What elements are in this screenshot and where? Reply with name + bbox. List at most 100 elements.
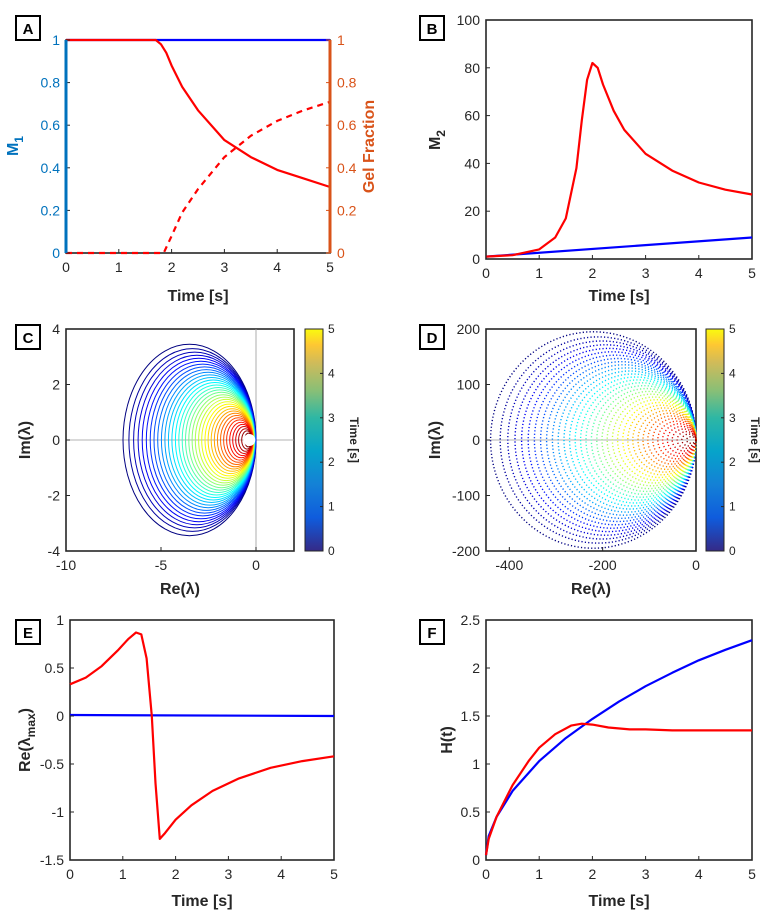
colorbar-label: Time [s] (748, 417, 762, 463)
colorbar (705, 328, 725, 552)
x-tick-label: 3 (221, 259, 229, 275)
y-tick-label: 0 (472, 251, 480, 267)
y-axis-label: H(t) (439, 726, 456, 754)
panel-c: -10 -5 0 -4 -2 0 2 4 Re(λ) Im(λ) 0 1 2 3 4 5 Time [s] C (15, 321, 361, 598)
panel-letter: D (427, 330, 438, 347)
x-axis-label: Time [s] (588, 893, 649, 910)
plot-content (485, 61, 753, 258)
x-axis-label: Time [s] (171, 893, 232, 910)
panel-letter-box (419, 324, 445, 350)
plot-area (69, 619, 335, 861)
colorbar-label: Time [s] (347, 417, 361, 463)
y-tick-label: 80 (464, 60, 480, 76)
eigenvalue-loop (685, 436, 697, 445)
y-tick-label: 200 (457, 321, 481, 337)
y-tick-label: 0.4 (41, 160, 61, 176)
right-y-tick-label: 0.2 (337, 202, 357, 218)
y-axis-label-sub: max (24, 713, 38, 737)
y-axis-label: Im(λ) (427, 421, 444, 459)
y-tick-label: 2.5 (461, 612, 481, 628)
x-tick-label: 1 (115, 259, 123, 275)
x-tick-label: 5 (326, 259, 334, 275)
panel-e: 0 1 2 3 4 5 -1.5 -1 -0.5 0 0.5 1 Time [s] Re(λmax) E (15, 612, 338, 910)
plot-area (485, 619, 753, 861)
x-axis-label: Time [s] (167, 288, 228, 305)
x-tick-label: 2 (168, 259, 176, 275)
right-y-tick-label: 0.8 (337, 75, 357, 91)
panel-letter-box (419, 15, 445, 41)
y-axis-label: M2 (427, 130, 448, 150)
x-axis-label: Time [s] (588, 288, 649, 305)
y-tick-label: -1 (52, 804, 65, 820)
y-tick-label: -1.5 (40, 852, 64, 868)
series-line (66, 100, 331, 255)
right-y-axis-label: Gel Fraction (361, 100, 378, 193)
x-tick-label: 0 (692, 557, 700, 573)
plot-area (485, 19, 753, 260)
y-axis-label-main: H(t) (439, 726, 456, 754)
panel-letter-box (15, 619, 41, 645)
colorbar-tick-label: 1 (328, 500, 335, 514)
y-axis-label: Re(λmax) (17, 708, 38, 772)
right-y-tick-label: 0.6 (337, 117, 357, 133)
y-tick-label: 4 (52, 321, 60, 337)
y-tick-label: 0.5 (461, 804, 481, 820)
x-tick-label: -5 (155, 557, 168, 573)
x-tick-label: 3 (225, 866, 233, 882)
colorbar-tick-label: 5 (729, 322, 736, 336)
x-tick-label: 5 (330, 866, 338, 882)
x-tick-label: 5 (748, 265, 756, 281)
colorbar-tick-label: 3 (328, 411, 335, 425)
y-tick-label: 1 (52, 32, 60, 48)
series-line (69, 631, 335, 841)
y-tick-label: -200 (452, 543, 480, 559)
y-tick-label: 20 (464, 203, 480, 219)
x-tick-label: 2 (172, 866, 180, 882)
y-axis-label-main: M (5, 143, 22, 156)
y-axis-label-sub: 1 (12, 136, 26, 143)
y-axis-label-main: Re(λ (17, 737, 34, 772)
y-tick-label: 0 (472, 852, 480, 868)
colorbar-tick-label: 1 (729, 500, 736, 514)
y-axis-label-sub: 2 (434, 130, 448, 137)
x-tick-label: 1 (535, 265, 543, 281)
y-tick-label: 0 (52, 432, 60, 448)
x-tick-label: -10 (56, 557, 76, 573)
y-tick-label: -100 (452, 488, 480, 504)
x-axis-label: Re(λ) (160, 581, 200, 598)
x-tick-label: 2 (589, 866, 597, 882)
panel-d: -400 -200 0 -200 -100 0 100 200 Re(λ) Im(λ) 0 1 2 3 4 5… (419, 321, 762, 598)
x-tick-label: -400 (495, 557, 523, 573)
colorbar-tick-label: 4 (328, 366, 335, 380)
y-tick-label: 2 (52, 377, 60, 393)
x-tick-label: 2 (589, 265, 597, 281)
colorbar-tick-label: 2 (729, 455, 736, 469)
colorbar-tick-label: 3 (729, 411, 736, 425)
y-tick-label: 100 (457, 377, 481, 393)
y-tick-label: 0.5 (45, 660, 65, 676)
x-tick-label: 0 (482, 265, 490, 281)
y-tick-label: 1 (56, 612, 64, 628)
x-tick-label: 0 (62, 259, 70, 275)
plot-area (65, 39, 331, 254)
y-axis-label: Im(λ) (17, 421, 34, 459)
plot-content (69, 631, 335, 841)
plot-content (486, 331, 697, 549)
y-tick-label: -4 (48, 543, 61, 559)
x-tick-label: 0 (66, 866, 74, 882)
y-axis-label-main: Im(λ) (427, 421, 444, 459)
panel-letter-box (15, 324, 41, 350)
series-line (66, 38, 331, 189)
y-tick-label: 0.2 (41, 202, 61, 218)
colorbar-tick-label: 0 (328, 544, 335, 558)
white-hole (243, 434, 256, 446)
x-tick-label: 4 (277, 866, 285, 882)
panel-letter: C (23, 330, 34, 347)
panel-letter: E (23, 625, 33, 642)
y-axis-label-suffix: ) (17, 708, 34, 713)
panel-f: 0 1 2 3 4 5 0 0.5 1 1.5 2 2.5 Time [s] H(t) F (419, 612, 756, 910)
x-tick-label: 1 (119, 866, 127, 882)
x-tick-label: 4 (695, 265, 703, 281)
